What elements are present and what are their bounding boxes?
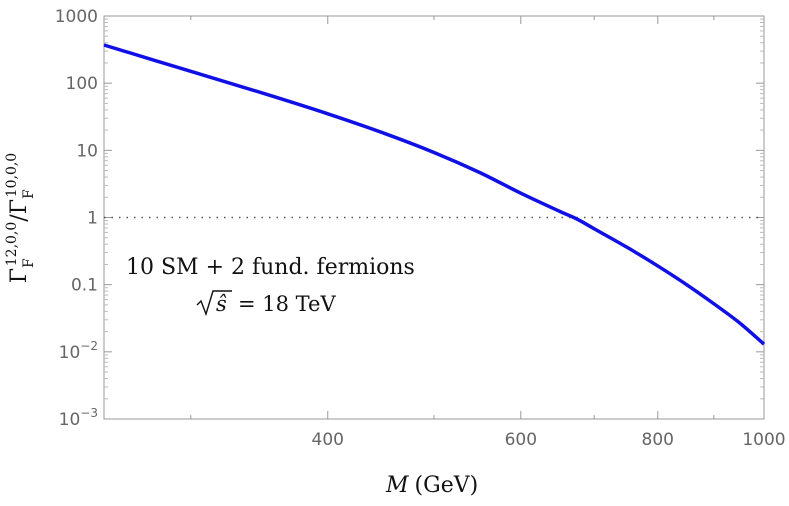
y-axis-label: ΓF12,0,0/ΓF10,0,0 (4, 153, 37, 283)
x-tick-label: 1000 (742, 430, 785, 450)
y-tick-label-base: 1000 (55, 7, 98, 27)
y-tick-label-exponent: −3 (80, 406, 98, 420)
svg-text:ΓF12,0,0/ΓF10,0,0: ΓF12,0,0/ΓF10,0,0 (4, 153, 37, 283)
annotation-line-1: 10 SM + 2 fund. fermions (126, 255, 415, 280)
x-axis-unit: (GeV) (415, 473, 479, 498)
x-axis-var: M (385, 473, 409, 498)
y-label-gamma-den: Γ (7, 199, 32, 214)
y-tick-label-base: 10 (59, 410, 81, 430)
y-tick-label-base: 0.1 (71, 276, 98, 296)
y-tick-label-base: 1 (87, 209, 98, 229)
y-tick-label-base: 10 (76, 141, 98, 161)
y-label-sup-den: 10,0,0 (4, 153, 20, 198)
y-tick-label: 10−2 (59, 339, 98, 363)
y-label-slash: / (7, 214, 32, 222)
y-tick-label: 0.1 (71, 276, 98, 296)
sqrt-symbol (196, 290, 232, 317)
y-tick-label: 10−3 (59, 406, 98, 430)
x-axis-label: M (GeV) (385, 473, 478, 498)
annotation-var: ŝ (216, 292, 227, 316)
y-label-sub-num: F (21, 258, 37, 268)
y-tick-label: 10 (76, 141, 98, 161)
annotation-line-2-rhs: = 18 TeV (238, 292, 336, 316)
x-tick-label: 800 (642, 430, 674, 450)
y-tick-label: 1000 (55, 7, 98, 27)
y-tick-label-exponent: −2 (80, 339, 98, 353)
y-tick-label-base: 10 (59, 343, 81, 363)
y-label-sup-num: 12,0,0 (4, 222, 20, 267)
annotation-line-2: ŝ = 18 TeV (196, 290, 336, 317)
y-tick-label-base: 100 (66, 74, 98, 94)
x-tick-label: 400 (312, 430, 344, 450)
y-label-gamma-num: Γ (7, 268, 32, 283)
x-axis-ticks: 400 600 800 1000 (190, 16, 786, 450)
y-tick-label: 100 (66, 74, 98, 94)
series-line (103, 43, 766, 346)
y-tick-label: 1 (87, 209, 98, 229)
y-label-sub-den: F (21, 189, 37, 199)
x-tick-label: 600 (505, 430, 537, 450)
